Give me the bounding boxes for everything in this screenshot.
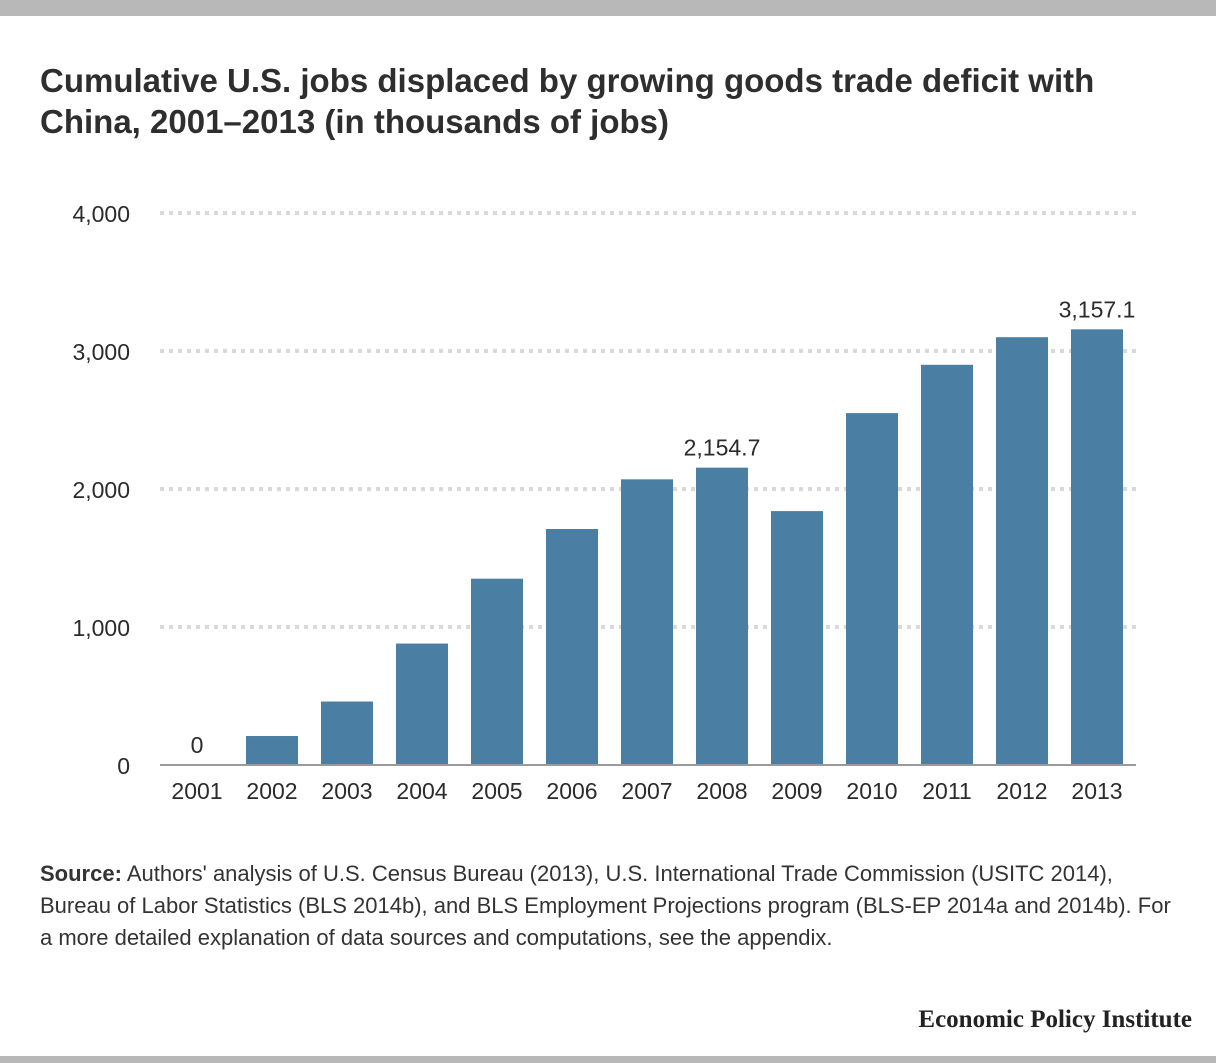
data-label: 0 — [191, 732, 204, 758]
x-tick-label: 2009 — [771, 778, 822, 804]
bar — [321, 701, 373, 765]
x-tick-label: 2011 — [922, 778, 971, 804]
y-tick-label: 1,000 — [72, 615, 130, 641]
x-tick-label: 2013 — [1071, 778, 1122, 804]
bar — [1071, 329, 1123, 765]
data-label: 3,157.1 — [1059, 296, 1136, 322]
x-tick-label: 2008 — [696, 778, 747, 804]
x-tick-label: 2006 — [546, 778, 597, 804]
bar — [846, 413, 898, 765]
bottom-border — [0, 1056, 1216, 1063]
y-tick-label: 2,000 — [72, 477, 130, 503]
x-tick-label: 2010 — [846, 778, 897, 804]
bar — [396, 643, 448, 765]
bar — [471, 578, 523, 765]
bar — [921, 364, 973, 765]
bar — [246, 736, 298, 765]
publisher-logo: Economic Policy Institute — [918, 1006, 1192, 1033]
bar — [771, 511, 823, 765]
x-tick-label: 2003 — [321, 778, 372, 804]
source-text: Authors' analysis of U.S. Census Bureau … — [40, 861, 1171, 950]
bar — [696, 467, 748, 765]
bar — [996, 337, 1048, 765]
data-label: 2,154.7 — [684, 435, 761, 461]
bar — [621, 479, 673, 765]
top-border — [0, 0, 1216, 16]
bar-chart: 0 1,000 2,000 3,000 4,000 2001 2002 2003 2004 200… — [72, 201, 1136, 804]
x-tick-label: 2012 — [996, 778, 1047, 804]
y-tick-label: 0 — [117, 753, 130, 779]
chart-title: Cumulative U.S. jobs displaced by growin… — [40, 62, 1095, 140]
x-tick-label: 2005 — [471, 778, 522, 804]
bar — [546, 529, 598, 765]
x-tick-label: 2004 — [396, 778, 447, 804]
x-tick-label: 2007 — [621, 778, 672, 804]
x-tick-label: 2002 — [246, 778, 297, 804]
y-tick-label: 3,000 — [72, 339, 130, 365]
y-tick-label: 4,000 — [72, 201, 130, 227]
source-note: Source: Authors' analysis of U.S. Census… — [40, 858, 1180, 954]
x-tick-label: 2001 — [171, 778, 222, 804]
source-label: Source: — [40, 861, 122, 886]
